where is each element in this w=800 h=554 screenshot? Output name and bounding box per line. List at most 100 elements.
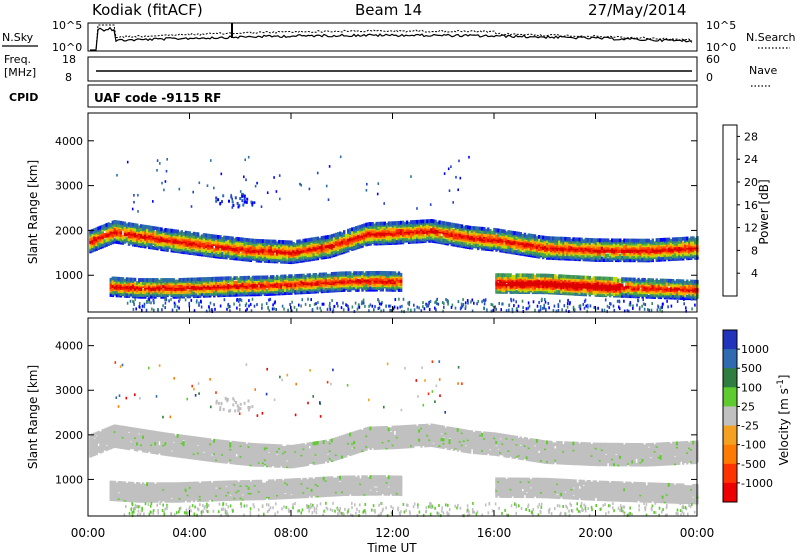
nave-tick-top: 60 [706, 53, 720, 66]
power-cell [142, 224, 145, 229]
power-cell [229, 236, 232, 240]
power-cell [513, 231, 516, 235]
power-cell [259, 290, 263, 295]
power-cell [284, 291, 287, 296]
power-cell [231, 254, 234, 259]
power-cell [241, 292, 244, 297]
power-cell [103, 223, 106, 228]
power-cell [385, 271, 388, 275]
power-cell [164, 278, 167, 282]
power-cell [162, 229, 165, 233]
power-cell [188, 237, 192, 242]
power-cell [188, 277, 192, 282]
power-cell [176, 284, 179, 288]
power-cell [194, 277, 198, 282]
power-cell [148, 278, 151, 282]
power-cell [211, 234, 214, 238]
power-cell [257, 286, 261, 291]
power-cell [221, 276, 224, 281]
power-cell [265, 257, 269, 262]
power-cell [357, 278, 360, 283]
power-cell [466, 225, 470, 230]
power-cell [330, 234, 334, 238]
power-cell [176, 229, 179, 234]
power-cell [231, 236, 234, 241]
power-cell [247, 238, 250, 242]
power-cell [121, 221, 125, 226]
power-cell [123, 278, 127, 283]
power-cell [259, 275, 263, 280]
power-cell [276, 274, 279, 279]
cpid-label: CPID [9, 91, 38, 104]
power-cell [265, 275, 269, 280]
power-cell [267, 254, 271, 259]
power-cell [190, 285, 194, 289]
power-cell [158, 234, 161, 239]
power-cell [213, 276, 216, 281]
cpid-value: UAF code -9115 RF [94, 91, 221, 105]
power-cell [170, 228, 173, 233]
power-cell [113, 290, 116, 295]
power-cell [125, 237, 129, 241]
power-cell [113, 227, 116, 232]
power-cell [251, 244, 255, 249]
power-cell [223, 279, 226, 284]
power-cell [107, 222, 110, 227]
power-cell [241, 282, 244, 286]
power-cell [527, 233, 531, 238]
power-cell [257, 275, 261, 280]
power-cell [152, 239, 155, 244]
power-cell [288, 251, 291, 255]
power-cell [227, 239, 230, 243]
power-cell [452, 222, 455, 227]
power-cell [304, 238, 307, 243]
power-cell [274, 253, 277, 258]
power-cell [278, 239, 281, 244]
power-cell [184, 287, 188, 291]
power-cell [247, 288, 250, 292]
power-cell [391, 271, 395, 275]
power-cell [172, 229, 175, 233]
power-cell [148, 291, 151, 296]
power-cell [192, 277, 196, 282]
power-cell [200, 292, 204, 297]
power-cell [146, 278, 149, 282]
power-cell [142, 278, 145, 282]
power-cell [190, 289, 194, 294]
power-cell [261, 275, 265, 280]
power-cell [272, 251, 275, 256]
power-cell [129, 282, 133, 286]
power-cell [127, 282, 131, 286]
power-cell [103, 233, 106, 237]
power-cell [243, 275, 246, 280]
station-title: Kodiak (fitACF) [92, 1, 203, 19]
power-cell [324, 287, 328, 292]
power-cell [251, 275, 255, 280]
power-cell [385, 223, 388, 227]
power-cell [152, 245, 155, 250]
power-cell [150, 287, 153, 291]
power-cell [418, 219, 421, 224]
power-cell [225, 235, 228, 240]
power-cell [245, 241, 248, 245]
power-cell [117, 223, 121, 228]
power-cell [192, 294, 196, 299]
power-cell [235, 236, 238, 241]
power-cell [196, 277, 200, 282]
power-cell [249, 291, 252, 295]
power-cell [239, 279, 242, 283]
power-cell [131, 283, 135, 288]
power-cell [205, 233, 208, 238]
power-cell [190, 233, 194, 237]
power-cell [231, 277, 234, 282]
power-cell [310, 274, 313, 279]
power-cell [133, 232, 137, 237]
power-cell [156, 226, 159, 231]
power-cell [140, 281, 143, 285]
power-cell [89, 229, 92, 234]
power-cell [93, 228, 96, 232]
power-cell [217, 276, 220, 281]
power-cell [115, 240, 119, 244]
power-cell [129, 292, 133, 297]
power-cell [97, 241, 100, 246]
